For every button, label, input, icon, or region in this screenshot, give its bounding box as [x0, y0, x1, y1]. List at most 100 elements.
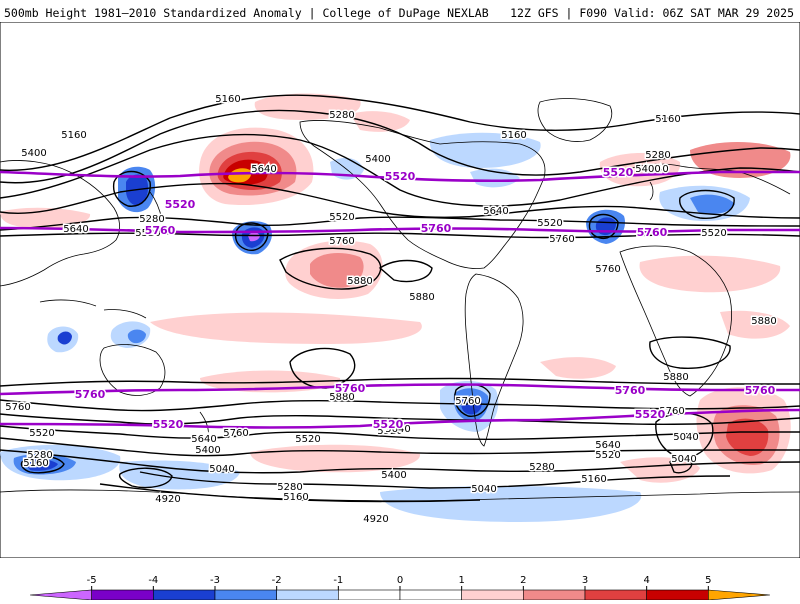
highlight-label: 5520	[385, 170, 416, 183]
contour-label: 5880	[663, 372, 688, 383]
contour-5640-south	[0, 399, 800, 412]
contour-label: 5160	[61, 130, 86, 141]
contour-5760-north	[0, 232, 800, 239]
contour-labels-black: 5160 5280 5160 5400 5160 5640 5280 5520 …	[4, 93, 778, 527]
contour-closed-low-indian	[669, 456, 693, 474]
highlight-label: 5760	[637, 226, 668, 239]
contour-label: 5640	[483, 206, 508, 217]
contour-label: 5280	[277, 482, 302, 493]
contour-labels-purple: 5520 5760 5520 5760 5520 5760 5760 5760 …	[73, 165, 777, 433]
contour-closed-low-europe	[679, 189, 735, 219]
contour-label: 5160	[655, 114, 680, 125]
contour-label: 5880	[409, 292, 434, 303]
contour-5880-atlantic	[378, 259, 433, 283]
contour-5160-south	[0, 449, 800, 474]
contour-5520-north	[0, 182, 800, 219]
colorbar-segment	[523, 589, 586, 601]
australia-coast	[99, 344, 166, 396]
highlight-label: 5760	[421, 222, 452, 235]
colorbar-segment	[646, 589, 709, 601]
highlight-label: 5760	[615, 384, 646, 397]
contour-label: 5520	[29, 428, 54, 439]
contour-label: 5520	[329, 212, 354, 223]
contour-label: 5280	[645, 150, 670, 161]
contour-label: 5640	[385, 424, 410, 435]
contour-label: 5760	[455, 396, 480, 407]
highlight-label: 5520	[603, 166, 634, 179]
europe-coast	[619, 163, 791, 195]
contour-label: 4920	[155, 494, 180, 505]
contour-5040-south	[139, 471, 731, 489]
colorbar-tick-label: 4	[643, 575, 649, 586]
greenland-coast	[537, 98, 613, 142]
purple-5760-north	[0, 226, 800, 234]
highlight-label: 5520	[165, 198, 196, 211]
colorbar-tick-label: -5	[87, 575, 97, 586]
colorbar-tick-label: -2	[272, 575, 282, 586]
contour-5640-north	[0, 216, 800, 231]
colorbar-tick-label: 1	[458, 575, 464, 586]
contour-label: 5040	[209, 464, 234, 475]
contour-label: 5280	[139, 214, 164, 225]
contour-label: 5640	[251, 164, 276, 175]
contour-label: 5760	[329, 236, 354, 247]
uk-coast	[649, 181, 654, 201]
contour-label: 5640	[595, 440, 620, 451]
contour-label: 5760	[5, 402, 30, 413]
colorbar-tick-label: 3	[582, 575, 588, 586]
contour-4920-low	[118, 467, 173, 489]
contour-label: 5760	[549, 234, 574, 245]
contour-label: 5040	[673, 432, 698, 443]
asia-coast	[0, 160, 120, 287]
colorbar-segment	[153, 589, 216, 601]
colorbar-segment	[29, 589, 92, 601]
colorbar-segments	[29, 589, 771, 601]
anomaly-map: 5160 5280 5160 5400 5160 5640 5280 5520 …	[0, 21, 800, 559]
highlight-label: 5520	[635, 408, 666, 421]
contour-label: 5040	[471, 484, 496, 495]
contour-label: 5640	[643, 164, 668, 175]
indonesia-coast	[39, 299, 147, 319]
highlight-label: 5520	[373, 418, 404, 431]
highlight-label: 5760	[145, 224, 176, 237]
header: 500mb Height 1981–2010 Standardized Anom…	[0, 0, 800, 22]
contour-label: 5400	[381, 470, 406, 481]
contour-label: 5400	[21, 148, 46, 159]
contour-label: 4920	[363, 514, 388, 525]
contour-4920-south	[99, 483, 481, 503]
colorbar-segment	[399, 589, 462, 601]
colorbar-tick-label: -4	[148, 575, 158, 586]
colorbar-segment	[91, 589, 154, 601]
contour-label: 5400	[195, 445, 220, 456]
contour-label: 5520	[377, 426, 402, 437]
colorbar-tick-label: 5	[705, 575, 711, 586]
contour-label: 5160	[581, 474, 606, 485]
contour-label: 5160	[283, 492, 308, 503]
colorbar-segment	[338, 589, 401, 601]
contour-label: 5160	[23, 458, 48, 469]
contour-label: 5520	[537, 218, 562, 229]
purple-5520-north	[0, 170, 800, 183]
contour-label: 5160	[501, 130, 526, 141]
contour-closed-low-asia	[112, 170, 151, 207]
contour-label: 5760	[595, 264, 620, 275]
contour-label: 5280	[329, 110, 354, 121]
colorbar-segment	[214, 589, 277, 601]
contour-closed-low-antarctic	[20, 455, 65, 474]
colorbar-segment	[276, 589, 339, 601]
colorbar-tick-label: -1	[333, 575, 343, 586]
africa-coast	[619, 245, 732, 397]
purple-5760-south	[0, 383, 800, 396]
contour-label: 5880	[751, 316, 776, 327]
new-zealand-coast	[199, 411, 209, 439]
contour-5280-north	[0, 109, 800, 184]
contour-label: 5280	[27, 450, 52, 461]
purple-5520-south	[0, 408, 800, 429]
contour-5160-north	[0, 94, 800, 171]
contour-label: 5760	[223, 428, 248, 439]
contour-label: 5880	[347, 276, 372, 287]
colorbar-segment	[708, 589, 771, 601]
colorbar-ticks: -5 -4 -3 -2 -1 0 1 2 3 4 5	[87, 575, 712, 590]
colorbar-tick-label: -3	[210, 575, 220, 586]
contour-label: 5040	[671, 454, 696, 465]
